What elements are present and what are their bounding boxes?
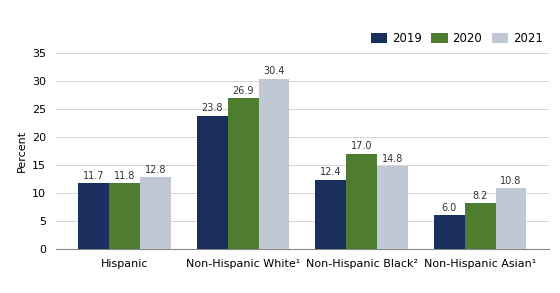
Bar (197, 115, 228, 249)
Text: 10.8: 10.8 (500, 176, 522, 186)
Bar (434, 215, 465, 249)
Y-axis label: Percent: Percent (17, 130, 26, 172)
Text: 12.4: 12.4 (320, 167, 342, 177)
Bar (465, 203, 496, 249)
Text: 26.9: 26.9 (232, 86, 254, 96)
Bar (78, 183, 109, 249)
Text: 14.8: 14.8 (382, 154, 403, 164)
Legend: 2019, 2020, 2021: 2019, 2020, 2021 (371, 32, 543, 45)
Text: 8.2: 8.2 (473, 191, 488, 201)
Text: 17.0: 17.0 (351, 142, 372, 151)
Text: 6.0: 6.0 (442, 203, 457, 213)
Text: 11.7: 11.7 (83, 171, 105, 181)
Text: 11.8: 11.8 (114, 171, 136, 180)
Bar (109, 183, 140, 249)
Bar (496, 188, 526, 249)
Bar (259, 79, 290, 249)
Bar (346, 154, 377, 249)
Bar (315, 180, 346, 249)
Bar (377, 166, 408, 249)
Bar (228, 98, 259, 249)
Text: 23.8: 23.8 (202, 103, 223, 113)
Text: 12.8: 12.8 (144, 165, 166, 175)
Bar (140, 177, 171, 249)
Text: 30.4: 30.4 (263, 66, 284, 76)
